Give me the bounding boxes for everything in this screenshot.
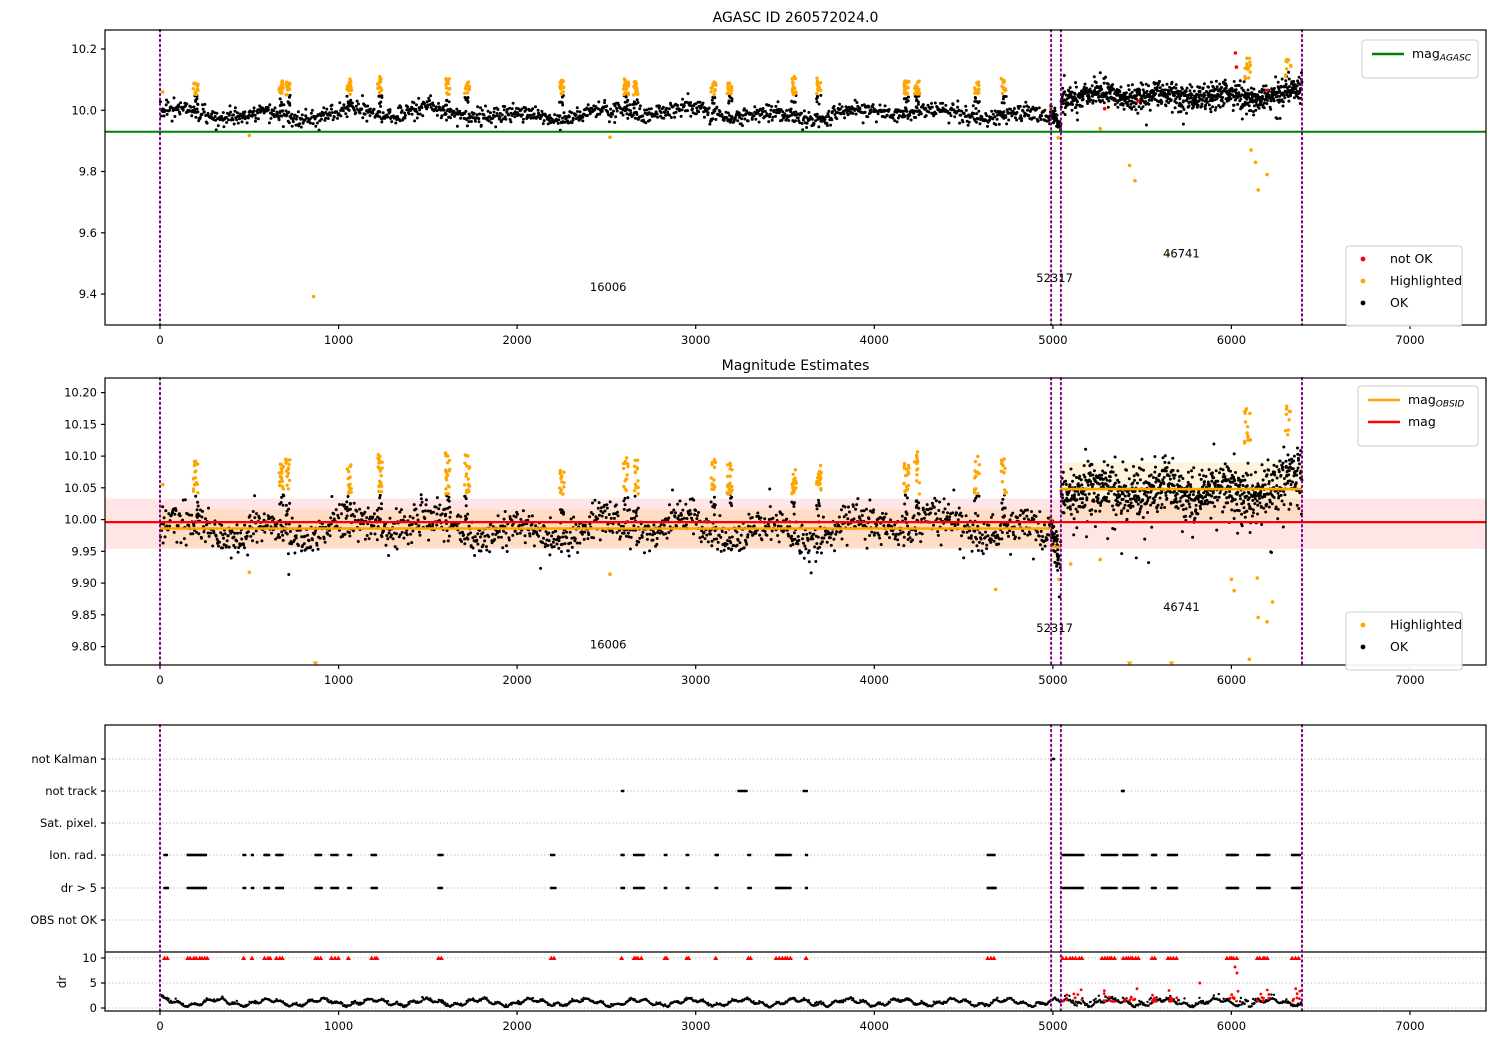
svg-text:4000: 4000 [860, 333, 889, 347]
svg-text:10.2: 10.2 [71, 42, 97, 56]
svg-text:6000: 6000 [1217, 333, 1246, 347]
svg-text:3000: 3000 [681, 333, 710, 347]
svg-text:0: 0 [156, 333, 163, 347]
svg-text:9.8: 9.8 [79, 165, 97, 179]
svg-text:5000: 5000 [1038, 333, 1067, 347]
middle-plot-title: Magnitude Estimates [722, 358, 870, 374]
svg-text:2000: 2000 [502, 333, 531, 347]
svg-text:9.4: 9.4 [79, 287, 97, 301]
svg-text:9.6: 9.6 [79, 226, 97, 240]
svg-text:52317: 52317 [1036, 271, 1073, 285]
legend-lines: magAGASC [1362, 40, 1478, 78]
dr-axis-label: dr [55, 976, 69, 989]
legend-markers: not OK Highlighted OK [1346, 246, 1462, 326]
svg-text:46741: 46741 [1163, 246, 1200, 260]
svg-text:not OK: not OK [1390, 251, 1433, 266]
svg-text:Highlighted: Highlighted [1390, 273, 1462, 288]
svg-text:1000: 1000 [324, 333, 353, 347]
svg-text:16006: 16006 [590, 280, 627, 294]
top-plot-title: AGASC ID 260572024.0 [713, 10, 879, 26]
svg-text:10.0: 10.0 [71, 103, 97, 117]
svg-text:OK: OK [1390, 295, 1409, 310]
svg-text:7000: 7000 [1395, 333, 1424, 347]
